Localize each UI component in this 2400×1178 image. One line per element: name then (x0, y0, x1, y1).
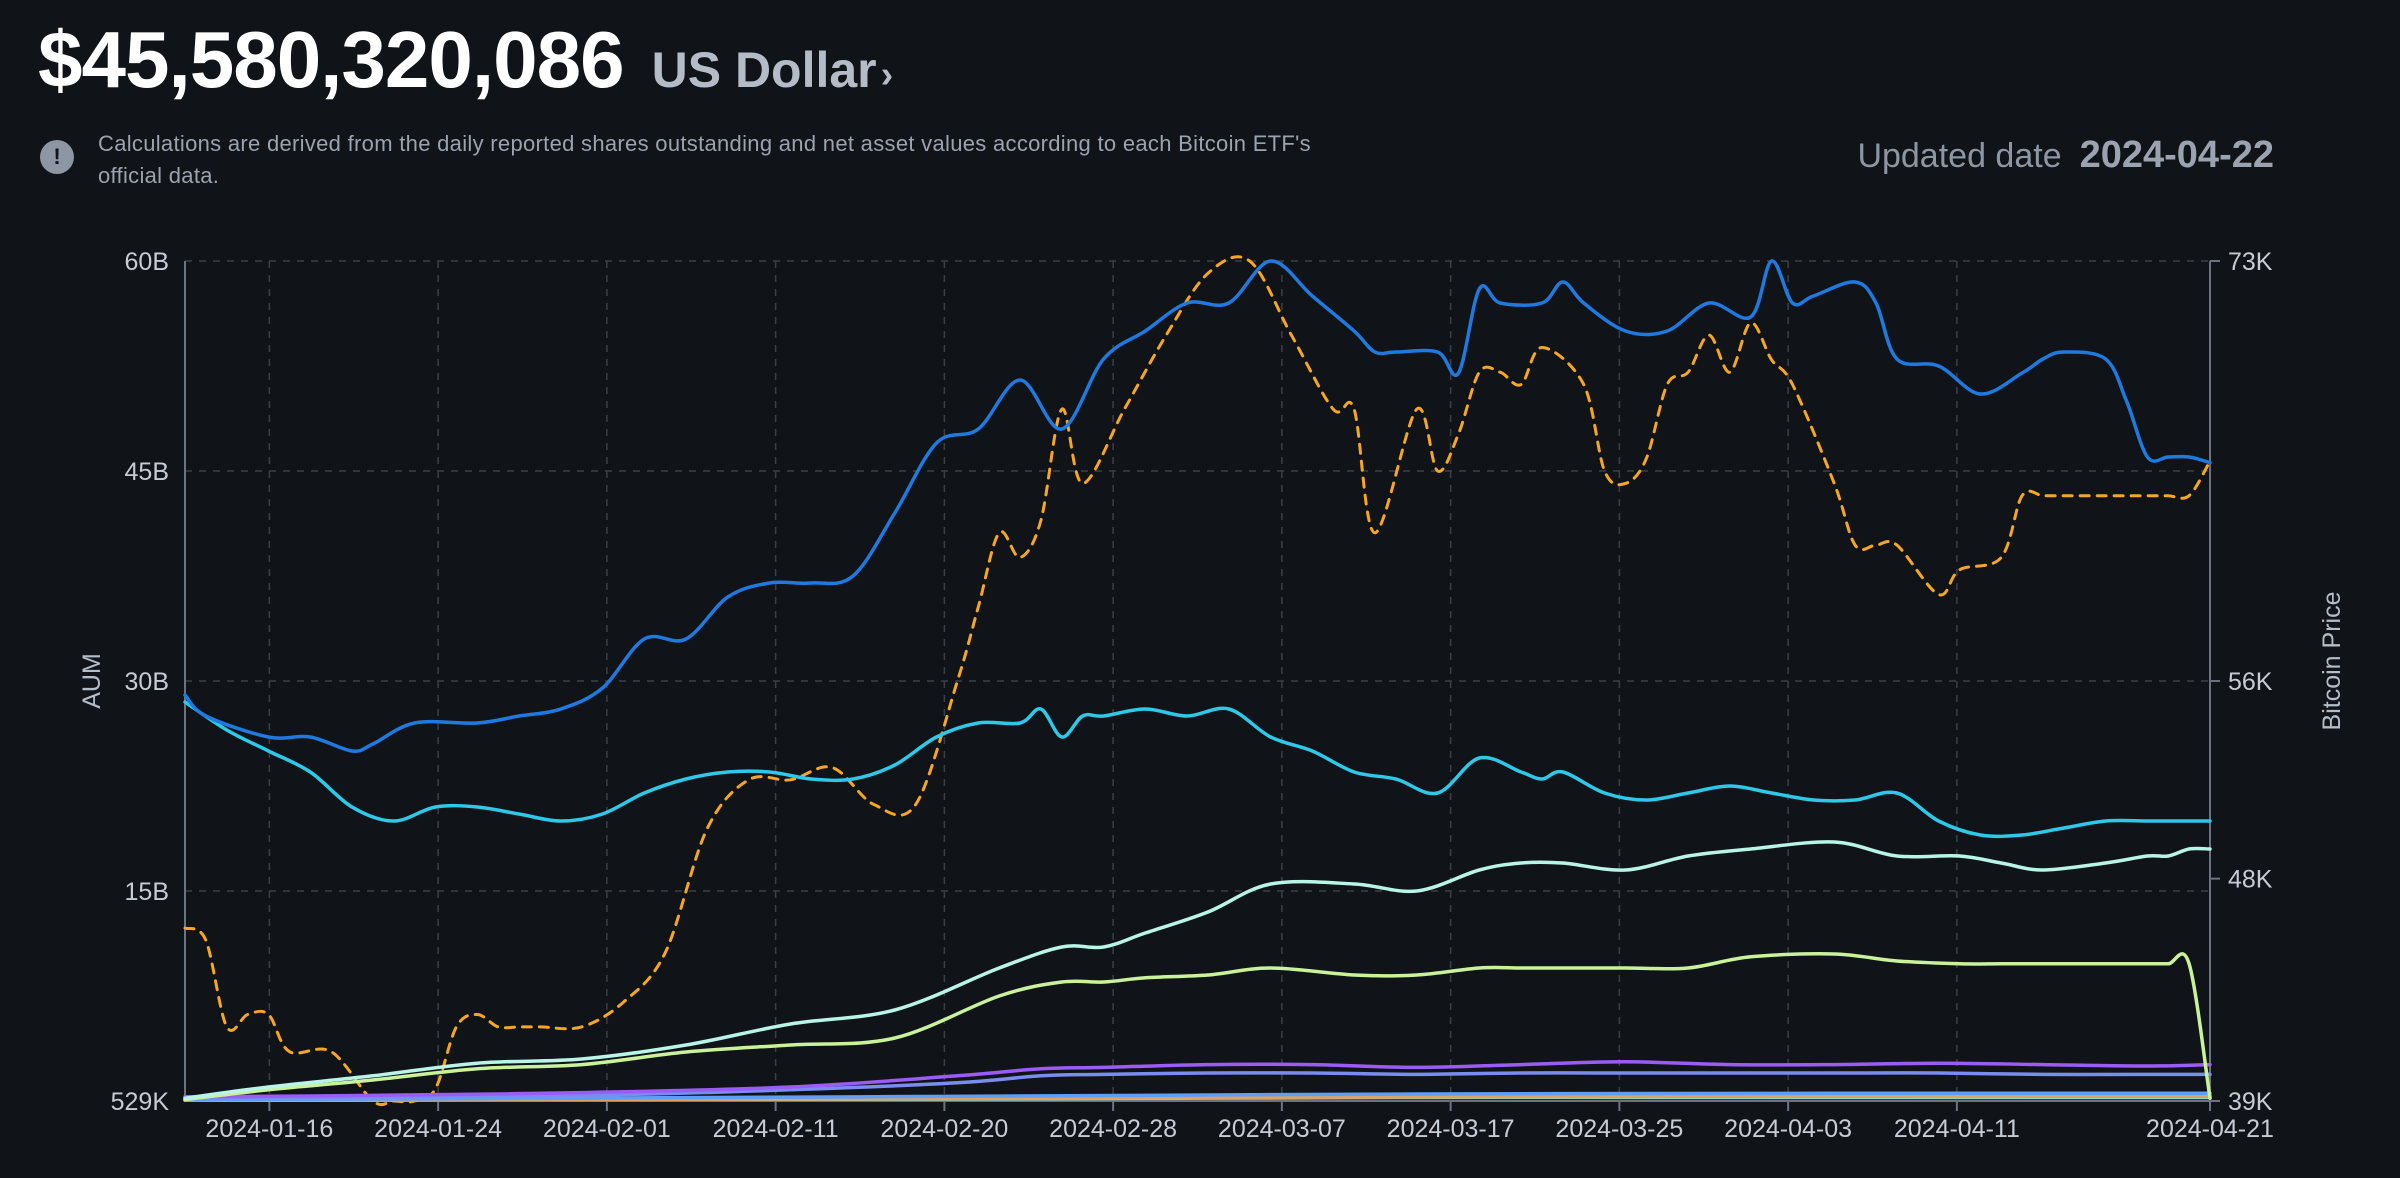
x-tick-label: 2024-02-11 (713, 1115, 839, 1143)
x-tick-label: 2024-01-16 (205, 1115, 333, 1143)
x-tick-label: 2024-02-01 (543, 1115, 671, 1143)
currency-selector[interactable]: US Dollar › (652, 41, 894, 99)
right-tick-label: 73K (2228, 248, 2273, 276)
chart-series (183, 255, 2212, 1107)
chevron-right-icon[interactable]: › (880, 54, 894, 96)
right-tick-label: 56K (2228, 668, 2273, 696)
left-tick-label: 60B (125, 248, 169, 276)
updated-date-label: Updated date (1857, 137, 2062, 175)
total-aum-row: $45,580,320,086 US Dollar › (38, 14, 893, 106)
info-icon: ! (40, 140, 74, 174)
calculation-note: ! Calculations are derived from the dail… (40, 128, 1380, 192)
x-tick-label: 2024-02-28 (1049, 1115, 1177, 1143)
total-aum-value: $45,580,320,086 (38, 15, 625, 104)
right-tick-label: 48K (2228, 866, 2273, 894)
updated-date-value: 2024-04-22 (2079, 134, 2274, 176)
bitcoin-price-line (183, 255, 2212, 1107)
left-tick-label: 15B (125, 878, 169, 906)
x-tick-label: 2024-04-11 (1894, 1115, 2020, 1143)
x-tick-label: 2024-01-24 (374, 1115, 502, 1143)
chart-labels: 529K 15B 30B 45B 60B 2024-01-16 2024-01-24 2024… (78, 248, 2346, 1143)
left-tick-label: 30B (125, 668, 169, 696)
etf-aum-line (183, 1071, 2212, 1100)
x-tick-label: 2024-03-07 (1218, 1115, 1346, 1143)
etf-aum-line (183, 259, 2212, 753)
etf-aum-line (183, 1091, 2212, 1102)
x-tick-label: 2024-03-17 (1387, 1115, 1515, 1143)
note-text: Calculations are derived from the daily … (98, 131, 1311, 188)
right-tick-label: 39K (2228, 1088, 2273, 1116)
etf-aum-line (183, 840, 2212, 1100)
x-tick-label: 2024-04-03 (1724, 1115, 1852, 1143)
right-axis-title: Bitcoin Price (2318, 592, 2346, 731)
etf-aum-line (183, 952, 2212, 1102)
left-tick-label: 45B (125, 458, 169, 486)
chart-axes (184, 260, 2220, 1111)
x-tick-label: 2024-03-25 (1555, 1115, 1683, 1143)
etf-aum-line (183, 1060, 2212, 1099)
currency-label[interactable]: US Dollar (651, 42, 877, 98)
etf-aum-line (183, 700, 2212, 839)
x-tick-label: 2024-02-20 (880, 1115, 1008, 1143)
x-tick-label: 2024-04-21 (2146, 1115, 2274, 1143)
left-axis-title: AUM (78, 653, 106, 709)
left-tick-label: 529K (111, 1088, 170, 1116)
updated-date: Updated date 2024-04-22 (1857, 134, 2274, 177)
